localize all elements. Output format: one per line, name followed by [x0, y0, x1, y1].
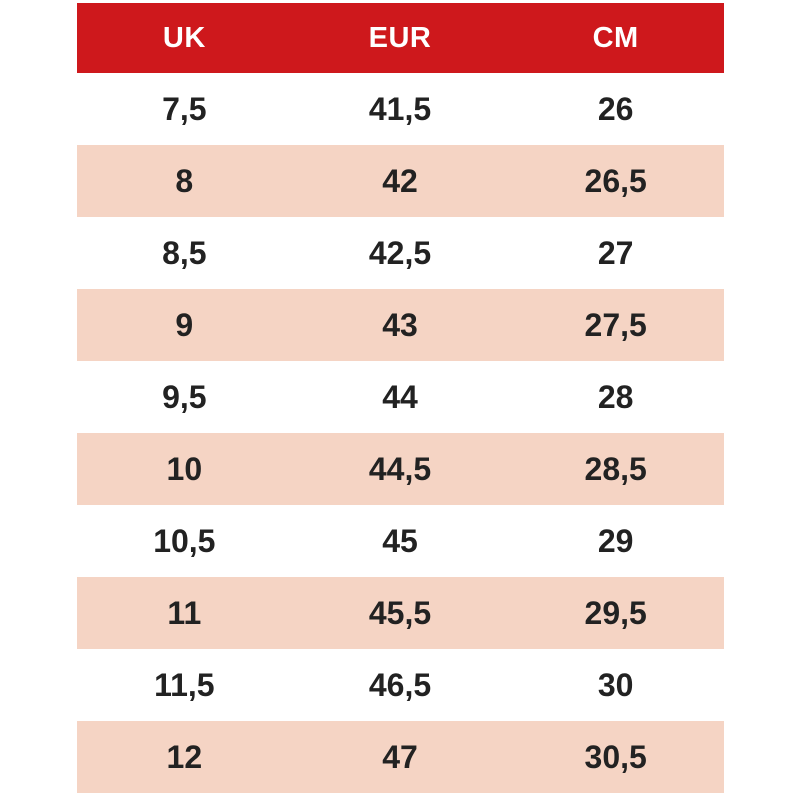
table-row: 7,5 41,5 26	[76, 73, 724, 145]
table-cell: 46,5	[368, 666, 432, 703]
table-cell: 43	[382, 306, 418, 343]
table-cell: 8,5	[162, 234, 207, 271]
table-row: 8,5 42,5 27	[76, 217, 724, 289]
table-cell: 26,5	[584, 162, 647, 199]
table-cell: 26	[597, 90, 634, 127]
table-cell: 7,5	[162, 90, 207, 127]
table-row: 9 43 27,5	[76, 289, 724, 361]
table-cell: 9	[175, 306, 194, 343]
table-row: 10,5 45 29	[76, 505, 724, 577]
column-header-eur: EUR	[292, 3, 508, 73]
table-cell: 10,5	[153, 522, 216, 559]
table-cell: 42,5	[368, 234, 432, 271]
table-cell: 30,5	[584, 738, 647, 775]
table-cell: 9,5	[162, 378, 207, 415]
column-header-cm: CM	[507, 3, 724, 73]
table-row: 9,5 44 28	[76, 361, 724, 433]
table-body: 7,5 41,5 26 8 42 26,5 8,5 42,5 27 9 43 27,5 9,5 44 28 1…	[76, 73, 724, 793]
table-cell: 11,5	[154, 666, 215, 703]
table-cell: 11	[167, 594, 202, 631]
table-cell: 45,5	[368, 594, 432, 631]
table-row: 11,5 46,5 30	[76, 649, 724, 721]
table-cell: 30	[597, 666, 634, 703]
table-cell: 29,5	[584, 594, 647, 631]
table-header: UK EUR CM	[76, 3, 724, 73]
table-cell: 47	[382, 738, 418, 775]
table-cell: 28,5	[584, 450, 647, 487]
table-row: 8 42 26,5	[76, 145, 724, 217]
table-cell: 27	[597, 234, 634, 271]
table-cell: 27,5	[584, 306, 647, 343]
table-cell: 28	[597, 378, 634, 415]
table-cell: 29	[597, 522, 634, 559]
size-conversion-table: UK EUR CM 7,5 41,5 26 8 42 26,5 8,5 42,5 27 9 43 27…	[76, 3, 724, 793]
table-cell: 44	[382, 378, 418, 415]
table-cell: 44,5	[368, 450, 432, 487]
table-cell: 41,5	[368, 90, 432, 127]
table-header-row: UK EUR CM	[76, 3, 724, 73]
table-cell: 12	[166, 738, 203, 775]
table-cell: 8	[175, 162, 194, 199]
table-cell: 45	[382, 522, 418, 559]
column-header-uk: UK	[76, 3, 293, 73]
table-cell: 42	[382, 162, 418, 199]
table-cell: 10	[166, 450, 203, 487]
table-row: 10 44,5 28,5	[76, 433, 724, 505]
table-row: 12 47 30,5	[76, 721, 724, 793]
table-row: 11 45,5 29,5	[76, 577, 724, 649]
